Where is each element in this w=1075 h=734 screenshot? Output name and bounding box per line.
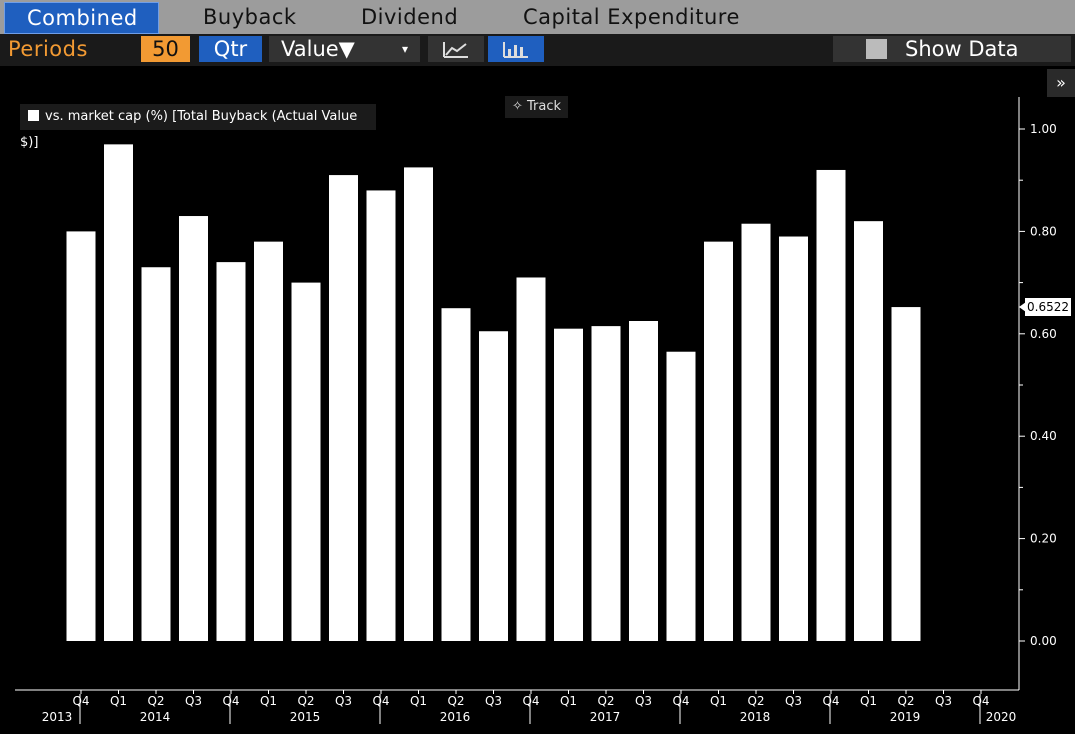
tab-bar: Combined Buyback Dividend Capital Expend… bbox=[0, 0, 1075, 34]
chart-legend: vs. market cap (%) [Total Buyback (Actua… bbox=[20, 104, 376, 150]
x-year-label: 2020 bbox=[986, 710, 1017, 724]
x-quarter-label: Q4 bbox=[372, 694, 389, 708]
bar-chart-icon bbox=[503, 42, 528, 58]
periods-input[interactable]: 50 bbox=[141, 36, 190, 62]
bar bbox=[854, 221, 883, 641]
x-quarter-label: Q4 bbox=[972, 694, 989, 708]
tab-capital-expenditure[interactable]: Capital Expenditure bbox=[523, 5, 740, 29]
x-quarter-label: Q4 bbox=[522, 694, 539, 708]
bar bbox=[666, 351, 696, 641]
spreadsheet-icon bbox=[866, 39, 887, 59]
tab-buyback[interactable]: Buyback bbox=[203, 5, 297, 29]
y-tick-label: 0.00 bbox=[1030, 634, 1057, 648]
x-quarter-label: Q1 bbox=[110, 694, 127, 708]
y-tick-label: 0.60 bbox=[1030, 327, 1057, 341]
line-chart-icon bbox=[443, 42, 468, 58]
legend-label: vs. market cap (%) [Total Buyback (Actua… bbox=[20, 109, 358, 150]
bar bbox=[779, 236, 808, 641]
y-tick-label: 0.80 bbox=[1030, 224, 1057, 238]
bar bbox=[329, 175, 358, 641]
x-quarter-label: Q1 bbox=[710, 694, 727, 708]
x-year-label: 2014 bbox=[140, 710, 171, 724]
x-year-label: 2018 bbox=[740, 710, 771, 724]
toolbar: Periods 50 Qtr Value▼ ▾ Show Data bbox=[0, 34, 1075, 66]
bar bbox=[816, 169, 846, 641]
track-button[interactable]: ✧ Track bbox=[505, 96, 568, 118]
x-year-label: 2016 bbox=[440, 710, 471, 724]
x-quarter-label: Q3 bbox=[185, 694, 202, 708]
x-quarter-label: Q2 bbox=[897, 694, 914, 708]
bar bbox=[366, 190, 396, 641]
bar bbox=[291, 282, 321, 641]
bar bbox=[554, 328, 583, 641]
x-quarter-label: Q3 bbox=[335, 694, 352, 708]
x-quarter-label: Q3 bbox=[635, 694, 652, 708]
x-quarter-label: Q2 bbox=[147, 694, 164, 708]
last-value-pointer bbox=[1019, 302, 1026, 312]
value-dropdown[interactable]: Value▼ ▾ bbox=[269, 36, 420, 62]
x-quarter-label: Q3 bbox=[935, 694, 952, 708]
bar bbox=[516, 277, 546, 641]
x-quarter-label: Q3 bbox=[785, 694, 802, 708]
x-quarter-label: Q1 bbox=[260, 694, 277, 708]
x-quarter-label: Q4 bbox=[822, 694, 839, 708]
bar-chart-button[interactable] bbox=[488, 36, 544, 62]
show-data-label: Show Data bbox=[905, 37, 1019, 61]
x-quarter-label: Q3 bbox=[485, 694, 502, 708]
x-quarter-label: Q4 bbox=[672, 694, 689, 708]
x-year-label: 2015 bbox=[290, 710, 321, 724]
frequency-button[interactable]: Qtr bbox=[199, 36, 262, 62]
bar bbox=[141, 267, 171, 641]
x-quarter-label: Q2 bbox=[447, 694, 464, 708]
bar bbox=[591, 326, 621, 641]
bar bbox=[741, 223, 771, 641]
x-quarter-label: Q4 bbox=[72, 694, 89, 708]
value-dropdown-label: Value▼ bbox=[281, 37, 355, 61]
bar bbox=[216, 262, 246, 641]
x-quarter-label: Q1 bbox=[560, 694, 577, 708]
tab-dividend[interactable]: Dividend bbox=[361, 5, 459, 29]
x-quarter-label: Q2 bbox=[597, 694, 614, 708]
expand-panel-button[interactable]: » bbox=[1047, 69, 1075, 97]
x-quarter-label: Q1 bbox=[860, 694, 877, 708]
y-tick-label: 0.40 bbox=[1030, 429, 1057, 443]
x-year-label: 2013 bbox=[42, 710, 73, 724]
legend-swatch bbox=[28, 110, 39, 121]
bar bbox=[629, 321, 658, 641]
tab-combined[interactable]: Combined bbox=[4, 2, 159, 34]
bar bbox=[704, 241, 733, 641]
bar bbox=[104, 144, 133, 642]
bar bbox=[891, 307, 921, 641]
x-quarter-label: Q2 bbox=[747, 694, 764, 708]
bar bbox=[479, 331, 508, 641]
show-data-button[interactable]: Show Data bbox=[833, 36, 1071, 62]
x-quarter-label: Q1 bbox=[410, 694, 427, 708]
line-chart-button[interactable] bbox=[428, 36, 484, 62]
bar bbox=[404, 167, 433, 641]
y-tick-label: 1.00 bbox=[1030, 122, 1057, 136]
periods-label: Periods bbox=[8, 37, 88, 61]
last-value-label: 0.6522 bbox=[1025, 298, 1071, 316]
x-quarter-label: Q4 bbox=[222, 694, 239, 708]
bar bbox=[179, 216, 208, 642]
x-quarter-label: Q2 bbox=[297, 694, 314, 708]
bar bbox=[254, 241, 283, 641]
x-year-label: 2017 bbox=[590, 710, 621, 724]
bar bbox=[441, 308, 471, 641]
x-year-label: 2019 bbox=[890, 710, 921, 724]
bar bbox=[66, 231, 96, 641]
y-tick-label: 0.20 bbox=[1030, 532, 1057, 546]
chevron-down-icon: ▾ bbox=[401, 42, 408, 56]
